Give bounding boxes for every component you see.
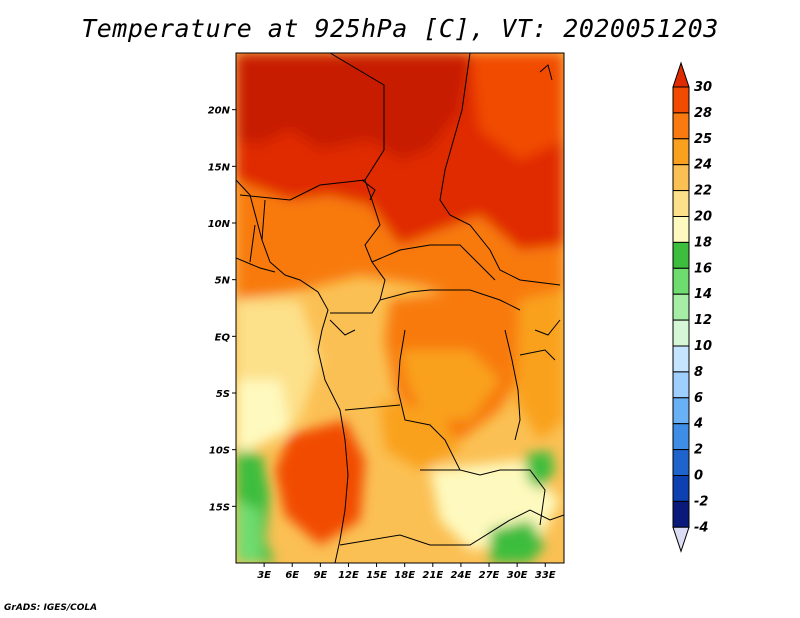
lat-tick-label: 5N [215, 276, 231, 287]
colorbar-swatch [672, 86, 690, 114]
colorbar-label: -4 [694, 520, 708, 535]
lon-tick-label: 24E [451, 570, 472, 581]
colorbar-swatch [672, 267, 690, 295]
lon-tick-label: 12E [338, 570, 359, 581]
lon-tick-label: 9E [313, 570, 327, 581]
colorbar-swatch [672, 500, 690, 528]
colorbar-label: 10 [694, 339, 712, 354]
colorbar-label: 8 [694, 365, 703, 380]
colorbar-label: 22 [694, 184, 712, 199]
colorbar-label: 18 [694, 235, 712, 250]
colorbar-label: 2 [694, 443, 703, 458]
colorbar-cap-top [672, 61, 690, 88]
colorbar-label: 30 [694, 80, 712, 95]
country-borders [236, 53, 564, 563]
colorbar-swatch [672, 293, 690, 321]
lat-tick-label: 15S [209, 502, 230, 513]
lat-tick-label: 15N [208, 162, 231, 173]
colorbar-swatch [672, 475, 690, 502]
lon-tick-label: 21E [422, 570, 443, 581]
colorbar-swatch [672, 449, 690, 477]
colorbar-label: 28 [694, 106, 712, 121]
colorbar-label: 25 [694, 132, 712, 147]
longitude-axis: 3E 6E 9E 12E 15E 18E 21E 24E 27E 30E 33E [257, 563, 556, 581]
colorbar-swatch [672, 397, 690, 425]
colorbar-swatch [672, 190, 690, 218]
colorbar-swatch [672, 216, 690, 243]
colorbar-label: 4 [693, 417, 703, 432]
grads-credit: GrADS: IGES/COLA [4, 603, 98, 613]
map-title: Temperature at 925hPa [C], VT: 202005120… [81, 14, 719, 43]
colorbar-label: 6 [694, 391, 703, 406]
colorbar-swatch [672, 164, 690, 192]
colorbar-label: 14 [694, 287, 712, 302]
lon-tick-label: 33E [535, 570, 556, 581]
lat-tick-label: 10S [209, 446, 230, 457]
colorbar-swatch [672, 345, 690, 373]
colorbar-label: 12 [694, 313, 712, 328]
colorbar-swatch [672, 423, 690, 451]
colorbar-label: 24 [694, 158, 712, 173]
lat-tick-label: 20N [208, 106, 231, 117]
lon-tick-label: 6E [285, 570, 299, 581]
lat-tick-label: 10N [208, 219, 231, 230]
colorbar-label: 16 [694, 261, 712, 276]
colorbar-label: -2 [694, 494, 708, 509]
latitude-axis: 20N 15N 10N 5N EQ 5S 10S 15S [208, 106, 236, 513]
colorbar-swatch [672, 112, 690, 140]
lon-tick-label: 30E [507, 570, 528, 581]
colorbar-label: 0 [694, 469, 703, 484]
lon-tick-label: 18E [394, 570, 415, 581]
map-frame [235, 52, 565, 564]
colorbar-swatch [672, 319, 690, 347]
lon-tick-label: 15E [366, 570, 387, 581]
colorbar-swatch [672, 371, 690, 399]
colorbar-label: 20 [694, 210, 712, 225]
colorbar-swatch [672, 241, 690, 269]
colorbar-cap-bottom [672, 526, 690, 553]
temperature-field [236, 53, 564, 563]
lon-tick-label: 3E [257, 570, 271, 581]
lat-tick-label: EQ [215, 332, 231, 343]
lon-tick-label: 27E [479, 570, 500, 581]
lat-tick-label: 5S [216, 389, 230, 400]
colorbar-swatch [672, 138, 690, 166]
